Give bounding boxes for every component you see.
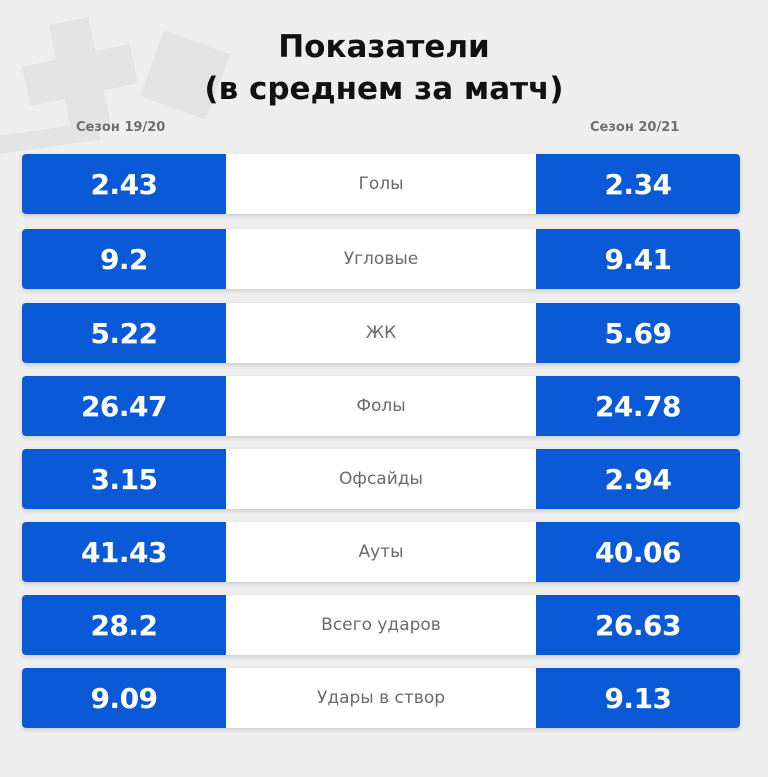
stat-label: Офсайды xyxy=(226,449,536,509)
stat-value-left: 9.2 xyxy=(22,229,226,289)
title-line-2: (в среднем за матч) xyxy=(204,71,564,107)
stat-row-yellow-cards: 5.22 ЖК 5.69 xyxy=(22,303,740,363)
season-right-label: Сезон 20/21 xyxy=(590,120,680,135)
stat-value-left: 3.15 xyxy=(22,449,226,509)
stat-value-left: 28.2 xyxy=(22,595,226,655)
stat-label: ЖК xyxy=(226,303,536,363)
stat-label: Всего ударов xyxy=(226,595,536,655)
stat-value-right: 40.06 xyxy=(536,522,740,582)
stat-value-right: 26.63 xyxy=(536,595,740,655)
stat-value-left: 9.09 xyxy=(22,668,226,728)
stat-value-right: 5.69 xyxy=(536,303,740,363)
stat-value-right: 24.78 xyxy=(536,376,740,436)
stat-label: Угловые xyxy=(226,229,536,289)
stat-value-left: 41.43 xyxy=(22,522,226,582)
stat-label: Удары в створ xyxy=(226,668,536,728)
stat-label: Голы xyxy=(226,154,536,214)
stat-value-right: 9.13 xyxy=(536,668,740,728)
stat-label: Фолы xyxy=(226,376,536,436)
stat-row-offsides: 3.15 Офсайды 2.94 xyxy=(22,449,740,509)
stat-row-throw-ins: 41.43 Ауты 40.06 xyxy=(22,522,740,582)
stat-value-right: 2.34 xyxy=(536,154,740,214)
stat-row-total-shots: 28.2 Всего ударов 26.63 xyxy=(22,595,740,655)
stat-value-left: 2.43 xyxy=(22,154,226,214)
stat-row-fouls: 26.47 Фолы 24.78 xyxy=(22,376,740,436)
title-line-1: Показатели xyxy=(278,29,490,65)
stat-value-right: 2.94 xyxy=(536,449,740,509)
season-left-label: Сезон 19/20 xyxy=(76,120,166,135)
stat-value-left: 26.47 xyxy=(22,376,226,436)
page-title: Показатели (в среднем за матч) xyxy=(0,26,768,110)
stat-row-shots-on-target: 9.09 Удары в створ 9.13 xyxy=(22,668,740,728)
stat-value-left: 5.22 xyxy=(22,303,226,363)
stat-row-goals: 2.43 Голы 2.34 xyxy=(22,154,740,214)
stat-value-right: 9.41 xyxy=(536,229,740,289)
stat-row-corners: 9.2 Угловые 9.41 xyxy=(22,229,740,289)
stat-label: Ауты xyxy=(226,522,536,582)
